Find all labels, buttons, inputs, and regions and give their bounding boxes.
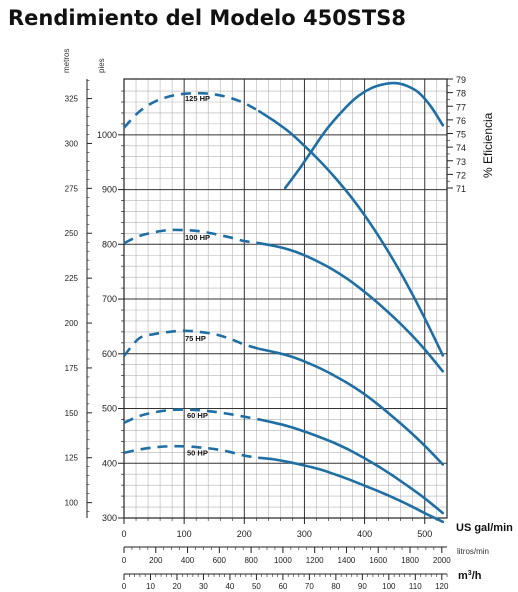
y-feet-tick-label: 300 — [102, 513, 117, 523]
y-meters-tick-label: 100 — [65, 499, 79, 508]
x-m3h-axis-label: m3/h — [458, 570, 482, 582]
x-m3h-tick-label: 60 — [278, 582, 287, 591]
series-label-100-hp: 100 HP — [185, 233, 210, 242]
curve-75-hp-solid — [258, 347, 445, 466]
curve-eficiencia — [283, 81, 445, 190]
y-meters-tick-label: 300 — [65, 139, 79, 148]
x-m3h-tick-label: 100 — [382, 582, 396, 591]
y-eff-tick-label: 76 — [456, 116, 466, 126]
x-liters-tick-label: 1000 — [274, 556, 292, 565]
x-gpm-tick-label: 300 — [297, 529, 312, 539]
x-m3h-tick-label: 50 — [252, 582, 261, 591]
x-gpm-tick-label: 500 — [417, 529, 432, 539]
x-m3h-axis-label-rest: /h — [472, 570, 482, 582]
y-meters-tick-label: 150 — [65, 409, 79, 418]
x-liters-tick-label: 1200 — [306, 556, 324, 565]
chart-labels: 3004005006007008009001000pies10012515017… — [62, 49, 513, 591]
y-feet-tick-label: 700 — [102, 294, 117, 304]
x-gpm-tick-label: 400 — [357, 529, 372, 539]
y-feet-tick-label: 1000 — [97, 130, 117, 140]
x-m3h-tick-label: 10 — [146, 582, 155, 591]
y-eff-axis-label: % Eficiencia — [481, 112, 495, 178]
curve-60-hp-solid — [258, 418, 445, 515]
curve-50-hp-dashed — [123, 444, 260, 460]
curve-60-hp-dashed — [123, 408, 260, 424]
y-meters-tick-label: 325 — [65, 95, 79, 104]
y-meters-axis-label: metros — [62, 49, 71, 73]
x-liters-tick-label: 1600 — [369, 556, 387, 565]
curve-100-hp-solid — [258, 241, 445, 373]
y-eff-tick-label: 77 — [456, 102, 466, 112]
y-feet-tick-label: 900 — [102, 185, 117, 195]
curve-75-hp-dashed — [122, 329, 260, 357]
y-eff-tick-label: 78 — [456, 89, 466, 99]
curve-125-hp-dashed — [123, 91, 260, 129]
x-m3h-tick-label: 30 — [199, 582, 208, 591]
y-meters-tick-label: 225 — [65, 274, 79, 283]
chart-axes — [86, 78, 453, 580]
y-eff-tick-label: 74 — [456, 143, 466, 153]
y-feet-tick-label: 600 — [102, 349, 117, 359]
x-liters-tick-label: 0 — [122, 556, 127, 565]
y-feet-axis-label: pies — [97, 58, 106, 73]
chart-grid — [123, 78, 448, 519]
x-liters-tick-label: 200 — [149, 556, 163, 565]
x-m3h-axis-label-sup: 3 — [468, 570, 472, 577]
x-liters-tick-label: 800 — [244, 556, 258, 565]
x-gpm-tick-label: 200 — [237, 529, 252, 539]
y-feet-tick-label: 500 — [102, 404, 117, 414]
curve-50-hp-solid — [258, 456, 445, 524]
x-gpm-axis-label: US gal/min — [456, 522, 513, 534]
series-label-60-hp: 60 HP — [187, 411, 208, 420]
series-label-125-hp: 125 HP — [185, 94, 210, 103]
y-eff-tick-label: 71 — [456, 184, 466, 194]
y-eff-tick-label: 73 — [456, 157, 466, 167]
x-liters-tick-label: 600 — [213, 556, 227, 565]
curve-100-hp-dashed — [123, 228, 260, 245]
chart-title: Rendimiento del Modelo 450STS8 — [8, 6, 406, 30]
series-label-50-hp: 50 HP — [187, 449, 208, 458]
x-m3h-tick-label: 120 — [435, 582, 449, 591]
x-m3h-tick-label: 70 — [305, 582, 314, 591]
x-m3h-tick-label: 110 — [409, 582, 422, 591]
y-meters-tick-label: 125 — [65, 454, 79, 463]
y-eff-tick-label: 75 — [456, 130, 466, 140]
y-eff-tick-label: 72 — [456, 170, 466, 180]
y-meters-tick-label: 175 — [65, 364, 79, 373]
x-liters-axis-label: litros/min — [457, 547, 489, 556]
x-liters-tick-label: 2000 — [433, 556, 451, 565]
y-feet-tick-label: 400 — [102, 458, 117, 468]
y-feet-tick-label: 800 — [102, 239, 117, 249]
chart-curves — [122, 81, 445, 524]
plot-frame — [123, 78, 448, 519]
curve-125-hp-solid — [258, 110, 445, 357]
x-m3h-tick-label: 80 — [331, 582, 340, 591]
x-gpm-tick-label: 0 — [121, 529, 126, 539]
x-liters-tick-label: 400 — [181, 556, 195, 565]
y-meters-tick-label: 250 — [65, 229, 79, 238]
x-liters-tick-label: 1800 — [401, 556, 419, 565]
x-m3h-tick-label: 40 — [225, 582, 234, 591]
y-meters-tick-label: 275 — [65, 184, 79, 193]
y-eff-tick-label: 79 — [456, 75, 466, 85]
y-meters-tick-label: 200 — [65, 319, 79, 328]
x-gpm-tick-label: 100 — [177, 529, 192, 539]
x-m3h-tick-label: 0 — [122, 582, 127, 591]
x-m3h-tick-label: 20 — [173, 582, 182, 591]
series-label-75-hp: 75 HP — [185, 334, 206, 343]
x-m3h-tick-label: 90 — [358, 582, 367, 591]
x-liters-tick-label: 1400 — [338, 556, 356, 565]
